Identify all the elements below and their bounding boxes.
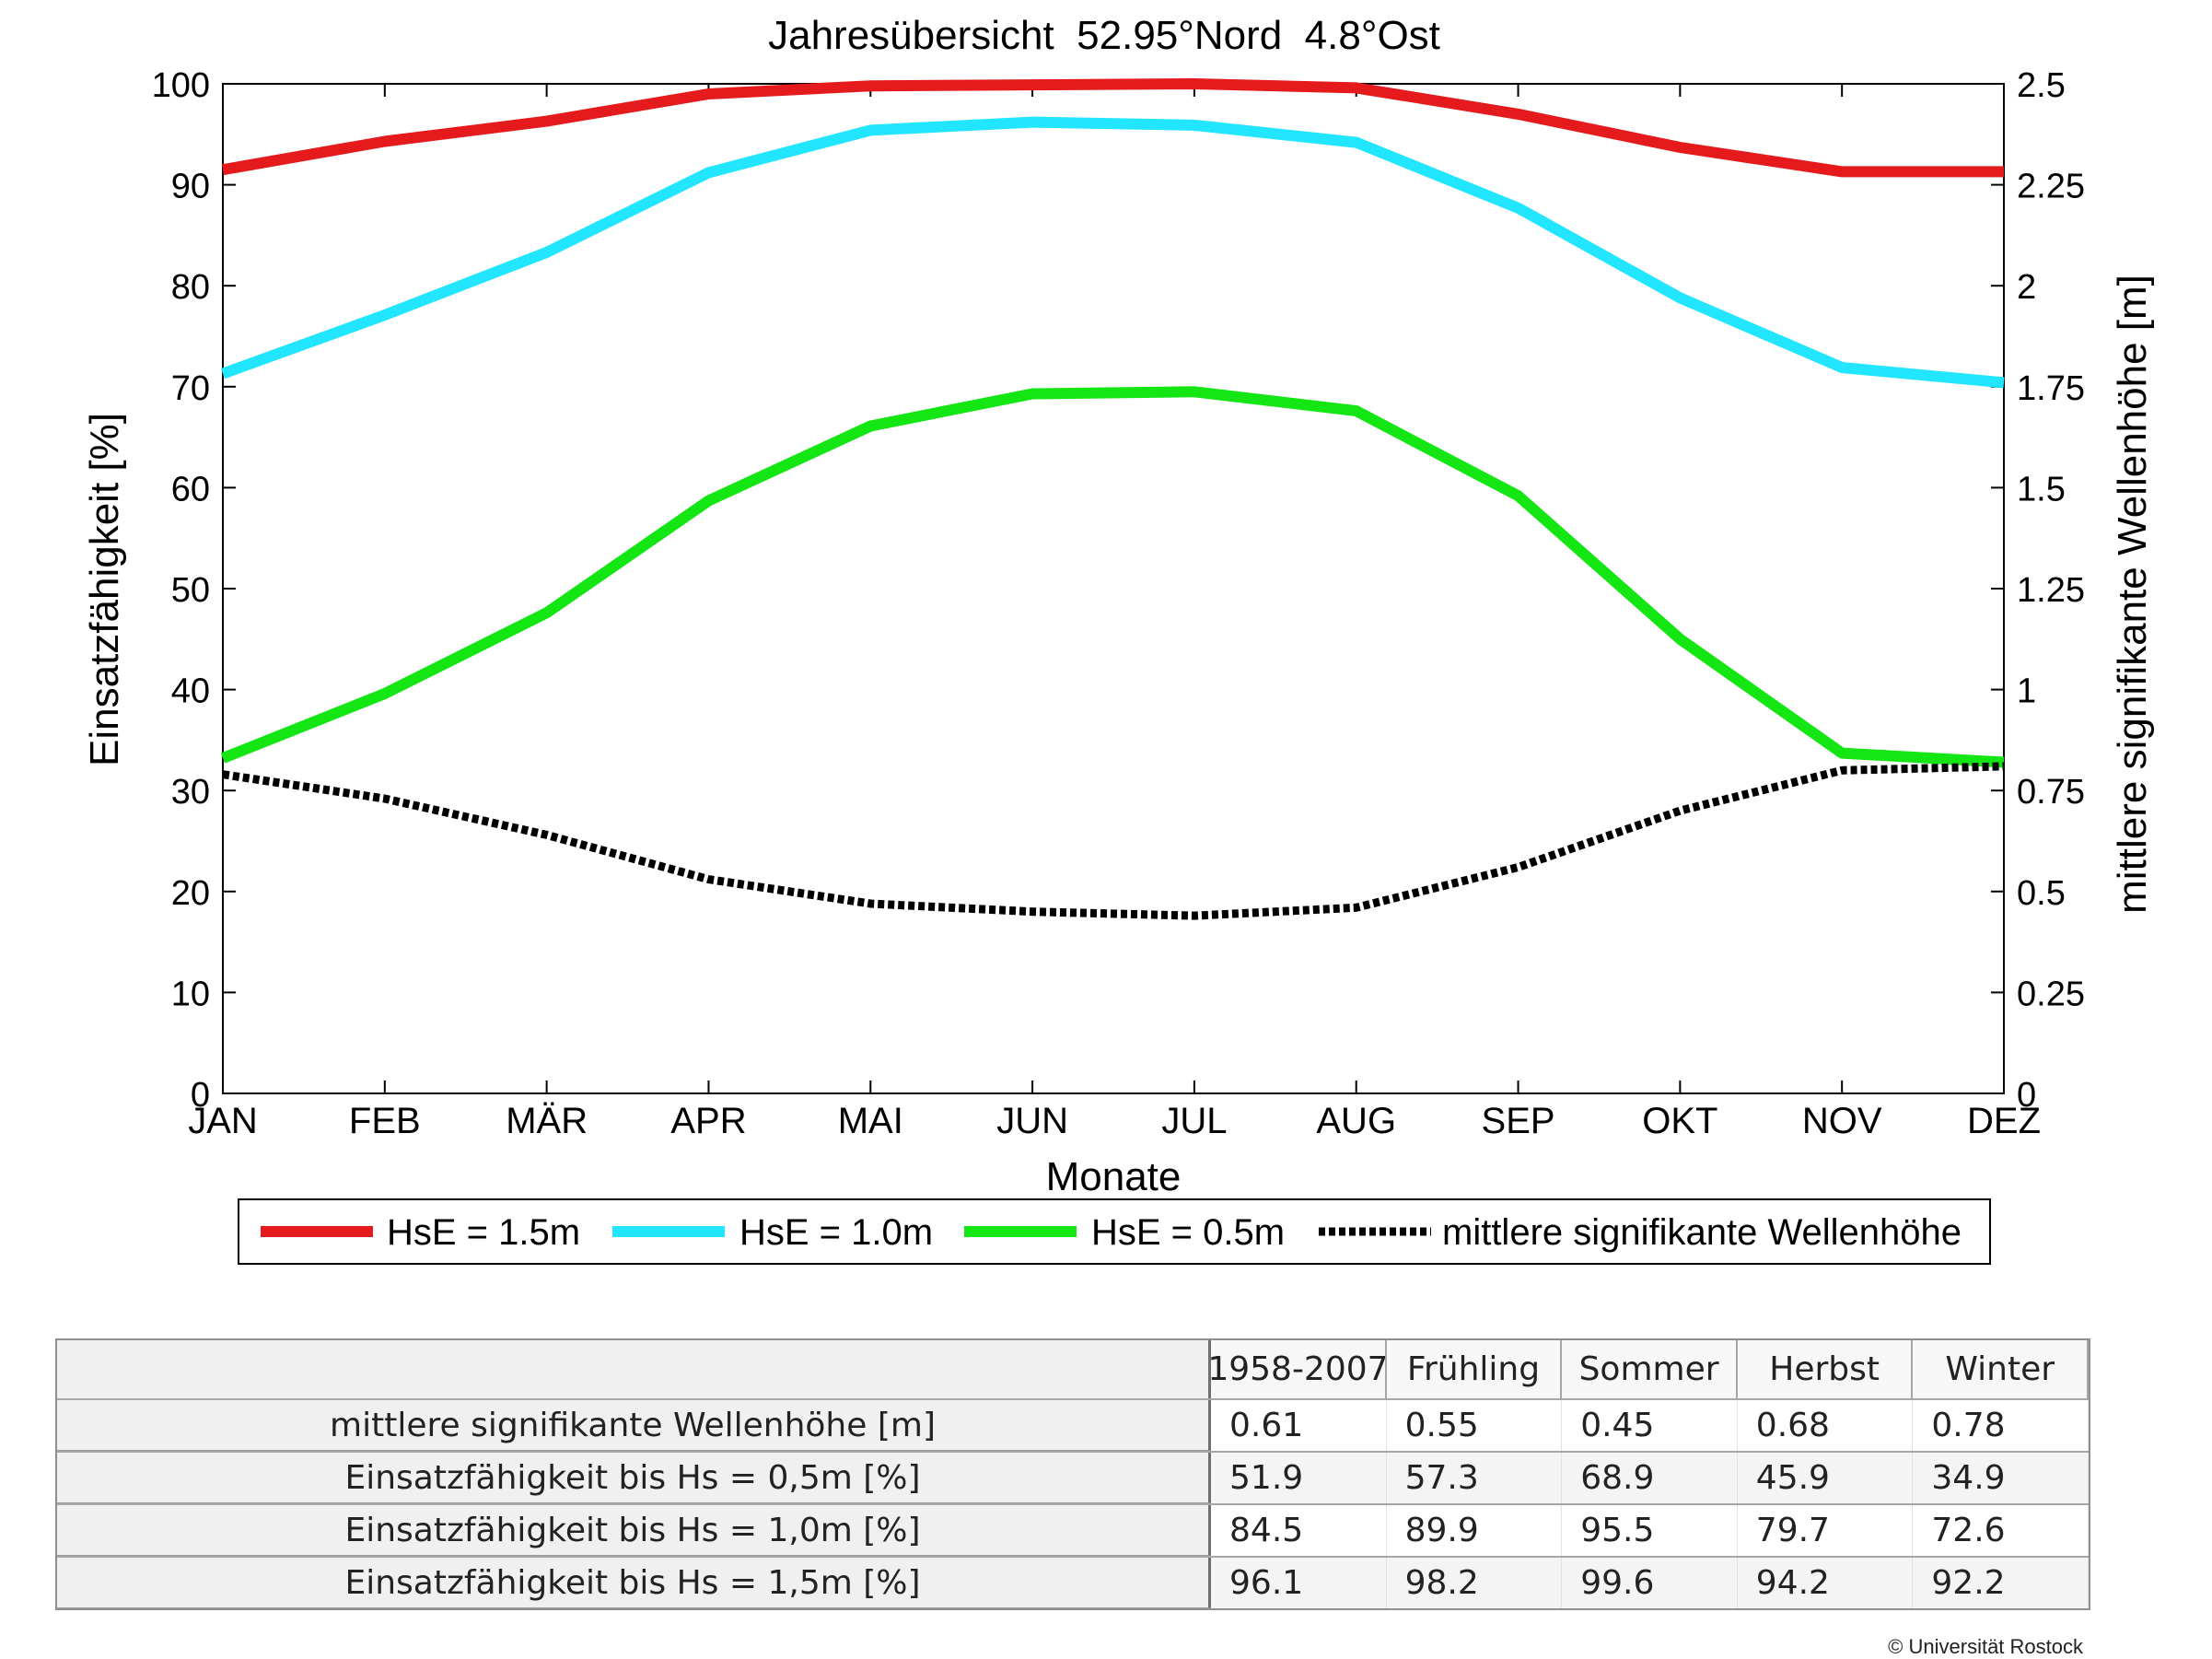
table-cell: 96.1 bbox=[1211, 1558, 1387, 1608]
y-tick-label: 50 bbox=[171, 571, 210, 610]
x-tick-label: FEB bbox=[349, 1101, 421, 1141]
y-tick-label: 20 bbox=[171, 874, 210, 913]
series-line bbox=[221, 78, 2004, 178]
column-header[interactable]: Sommer bbox=[1562, 1340, 1738, 1398]
y2-tick-label: 1 bbox=[2017, 672, 2036, 711]
x-tick-label: OKT bbox=[1642, 1101, 1717, 1141]
table-row: Einsatzfähigkeit bis Hs = 0,5m [%] 51.9 … bbox=[57, 1451, 2089, 1503]
y2-axis-tick-labels: 0 0.25 0.5 0.75 1 1.25 1.5 1.75 2 2.25 2.5 bbox=[2017, 66, 2085, 1115]
table-cell: 0.78 bbox=[1913, 1400, 2089, 1451]
y2-tick-label: 0.25 bbox=[2017, 975, 2085, 1013]
y-tick-label: 40 bbox=[171, 672, 210, 711]
column-header[interactable]: Winter bbox=[1913, 1340, 2089, 1398]
table-cell: 45.9 bbox=[1737, 1453, 1914, 1503]
legend-label: HsE = 1.5m bbox=[387, 1212, 580, 1253]
legend-box bbox=[238, 1198, 1991, 1265]
table-cell: 72.6 bbox=[1913, 1505, 2089, 1556]
legend-label: mittlere signifikante Wellenhöhe bbox=[1442, 1212, 1962, 1253]
table-cell: 0.45 bbox=[1562, 1400, 1738, 1451]
table-cell: 95.5 bbox=[1562, 1505, 1738, 1556]
series-line bbox=[220, 116, 2005, 389]
table-row: Einsatzfähigkeit bis Hs = 1,5m [%] 96.1 … bbox=[57, 1556, 2089, 1608]
table-cell: 0.68 bbox=[1738, 1400, 1914, 1451]
y-tick-label: 0 bbox=[191, 1076, 210, 1115]
y2-tick-label: 1.25 bbox=[2017, 571, 2085, 610]
y2-tick-label: 0.75 bbox=[2017, 773, 2085, 812]
y2-tick-label: 2.25 bbox=[2017, 168, 2085, 206]
x-tick-label: JAN bbox=[188, 1101, 258, 1141]
y2-tick-label: 2.5 bbox=[2017, 66, 2066, 105]
row-header[interactable]: Einsatzfähigkeit bis Hs = 1,5m [%] bbox=[57, 1558, 1212, 1608]
table-cell: 0.55 bbox=[1387, 1400, 1563, 1451]
legend-label: HsE = 0.5m bbox=[1091, 1212, 1285, 1253]
series-lines bbox=[220, 78, 2005, 920]
chart-title: Jahresübersicht 52.95°Nord 4.8°Ost bbox=[768, 13, 1440, 58]
x-tick-label: MÄR bbox=[506, 1101, 588, 1141]
copyright-notice: © Universität Rostock bbox=[1888, 1635, 2083, 1658]
table-cell: 0.61 bbox=[1211, 1400, 1387, 1451]
x-tick-label: JUN bbox=[996, 1101, 1068, 1141]
table-cell: 98.2 bbox=[1386, 1558, 1563, 1608]
table-cell: 34.9 bbox=[1913, 1453, 2089, 1503]
legend-label: HsE = 1.0m bbox=[739, 1212, 933, 1253]
row-header[interactable]: mittlere signifikante Wellenhöhe [m] bbox=[57, 1400, 1212, 1451]
series-line bbox=[222, 762, 2005, 920]
row-header[interactable]: Einsatzfähigkeit bis Hs = 1,0m [%] bbox=[57, 1505, 1212, 1556]
y2-tick-label: 1.5 bbox=[2017, 470, 2066, 508]
y2-tick-label: 1.75 bbox=[2017, 369, 2085, 408]
column-header[interactable]: Frühling bbox=[1386, 1340, 1563, 1398]
x-tick-label: JUL bbox=[1161, 1101, 1227, 1141]
x-axis-tick-labels: JAN FEB MÄR APR MAI JUN JUL AUG SEP OKT NOV DEZ bbox=[188, 1101, 2041, 1141]
table-cell: 92.2 bbox=[1913, 1558, 2089, 1608]
x-tick-label: MAI bbox=[838, 1101, 903, 1141]
y-tick-label: 100 bbox=[152, 66, 210, 105]
axis-ticks bbox=[222, 83, 2005, 1094]
y2-tick-label: 2 bbox=[2017, 268, 2036, 307]
x-tick-label: APR bbox=[670, 1101, 746, 1141]
x-tick-label: NOV bbox=[1802, 1101, 1882, 1141]
y2-tick-label: 0 bbox=[2017, 1076, 2036, 1115]
y-axis-label: Einsatzfähigkeit [%] bbox=[82, 413, 127, 766]
annual-overview-chart: Jahresübersicht 52.95°Nord 4.8°Ost 01020… bbox=[82, 13, 2155, 1265]
table-cell: 79.7 bbox=[1738, 1505, 1914, 1556]
table-corner-cell bbox=[57, 1340, 1212, 1398]
x-tick-label: AUG bbox=[1316, 1101, 1396, 1141]
table-cell: 68.9 bbox=[1562, 1453, 1738, 1503]
y-axis-tick-labels: 0 10 20 30 40 50 60 70 80 90 100 bbox=[152, 66, 210, 1115]
y-tick-label: 10 bbox=[171, 975, 210, 1013]
x-axis-label: Monate bbox=[1046, 1154, 1182, 1199]
y-tick-label: 80 bbox=[171, 268, 210, 307]
table-cell: 57.3 bbox=[1386, 1453, 1563, 1503]
y-tick-label: 30 bbox=[171, 773, 210, 812]
y-tick-label: 90 bbox=[171, 168, 210, 206]
table-header-row: 1958-2007 Frühling Sommer Herbst Winter bbox=[57, 1340, 2089, 1398]
table-row: Einsatzfähigkeit bis Hs = 1,0m [%] 84.5 … bbox=[57, 1503, 2089, 1556]
table-cell: 94.2 bbox=[1737, 1558, 1914, 1608]
column-header[interactable]: 1958-2007 bbox=[1211, 1340, 1387, 1398]
table-cell: 51.9 bbox=[1211, 1453, 1387, 1503]
plot-area bbox=[222, 83, 2005, 1094]
y-tick-label: 70 bbox=[171, 369, 210, 408]
table-cell: 84.5 bbox=[1211, 1505, 1387, 1556]
y2-axis-label: mittlere signifikante Wellenhöhe [m] bbox=[2110, 275, 2155, 914]
table-cell: 99.6 bbox=[1562, 1558, 1738, 1608]
table-row: mittlere signifikante Wellenhöhe [m] 0.6… bbox=[57, 1398, 2089, 1451]
y-tick-label: 60 bbox=[171, 470, 210, 508]
table-cell: 89.9 bbox=[1387, 1505, 1563, 1556]
column-header[interactable]: Herbst bbox=[1737, 1340, 1914, 1398]
legend: HsE = 1.5m HsE = 1.0m HsE = 0.5m mittlere s… bbox=[261, 1212, 1962, 1253]
row-header[interactable]: Einsatzfähigkeit bis Hs = 0,5m [%] bbox=[57, 1453, 1212, 1503]
x-tick-label: DEZ bbox=[1967, 1101, 2041, 1141]
y2-tick-label: 0.5 bbox=[2017, 874, 2066, 913]
x-tick-label: SEP bbox=[1482, 1101, 1555, 1141]
statistics-table: 1958-2007 Frühling Sommer Herbst Winter … bbox=[55, 1338, 2090, 1610]
series-line bbox=[220, 386, 2005, 768]
